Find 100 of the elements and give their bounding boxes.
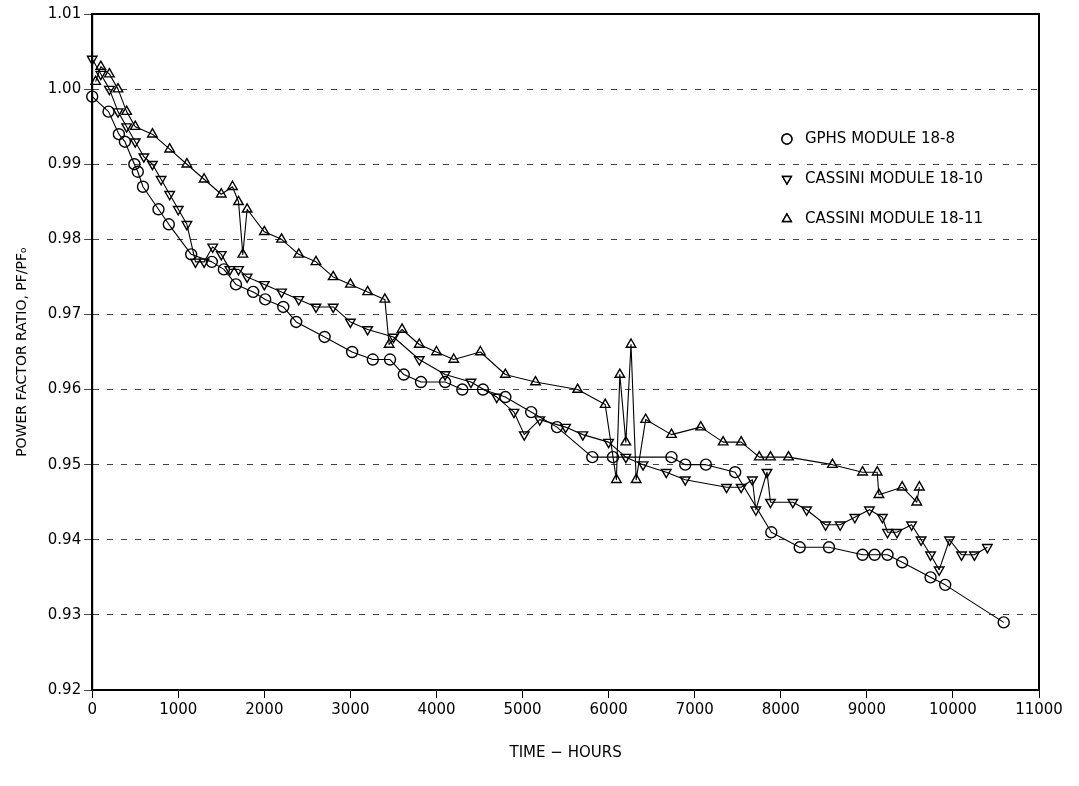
point bbox=[630, 473, 642, 484]
x-tick-label: 5000 bbox=[503, 699, 542, 718]
point bbox=[379, 293, 391, 303]
point bbox=[783, 450, 794, 461]
x-tick-label: 1000 bbox=[159, 699, 198, 718]
point bbox=[728, 465, 742, 479]
point bbox=[474, 345, 486, 356]
point bbox=[362, 285, 374, 296]
point bbox=[586, 450, 599, 464]
point bbox=[572, 383, 584, 394]
x-tick-label: 9000 bbox=[847, 699, 886, 718]
point bbox=[881, 548, 894, 561]
x-tick-label: 8000 bbox=[761, 699, 800, 718]
point bbox=[181, 158, 193, 168]
point bbox=[246, 285, 260, 299]
point bbox=[717, 435, 729, 446]
point bbox=[413, 338, 425, 348]
point bbox=[499, 390, 512, 404]
point bbox=[229, 278, 243, 291]
y-tick-label: 0.98 bbox=[47, 229, 82, 248]
point bbox=[277, 300, 290, 314]
point bbox=[241, 203, 253, 213]
point bbox=[456, 383, 469, 396]
point bbox=[146, 127, 158, 138]
point bbox=[524, 405, 538, 419]
point bbox=[620, 435, 632, 446]
point bbox=[448, 353, 460, 363]
point bbox=[233, 195, 244, 206]
point bbox=[793, 541, 806, 554]
point bbox=[310, 255, 322, 266]
point bbox=[198, 173, 210, 183]
point bbox=[665, 450, 678, 464]
point bbox=[614, 368, 626, 378]
point bbox=[383, 353, 397, 366]
x-tick-label: 0 bbox=[87, 699, 97, 718]
point bbox=[327, 270, 339, 281]
point bbox=[293, 248, 305, 258]
point bbox=[227, 180, 238, 191]
point bbox=[666, 428, 677, 439]
y-tick-label: 0.96 bbox=[47, 379, 82, 398]
legend-label: CASSINI MODULE 18-10 bbox=[804, 168, 984, 187]
point bbox=[826, 458, 838, 469]
x-tick-label: 7000 bbox=[675, 699, 714, 718]
point bbox=[118, 135, 132, 148]
point bbox=[599, 398, 611, 409]
point bbox=[699, 458, 713, 471]
point bbox=[318, 330, 331, 344]
point bbox=[162, 218, 175, 231]
y-tick-label: 0.94 bbox=[47, 529, 82, 548]
point bbox=[345, 345, 359, 359]
point bbox=[857, 465, 869, 476]
point bbox=[152, 203, 165, 216]
point bbox=[215, 188, 227, 198]
point bbox=[95, 60, 107, 71]
point bbox=[131, 165, 145, 178]
y-tick-label: 0.97 bbox=[47, 304, 82, 323]
x-tick-label: 6000 bbox=[589, 699, 628, 718]
y-tick-label: 1.00 bbox=[47, 79, 82, 97]
point bbox=[753, 450, 765, 461]
point bbox=[856, 548, 869, 561]
point bbox=[822, 541, 836, 554]
y-tick-label: 0.93 bbox=[47, 604, 82, 623]
point bbox=[695, 420, 707, 431]
point bbox=[873, 488, 885, 499]
point bbox=[997, 616, 1010, 629]
point bbox=[136, 180, 150, 193]
point bbox=[184, 248, 198, 261]
y-tick-label: 0.99 bbox=[47, 154, 82, 173]
point bbox=[276, 233, 288, 243]
point bbox=[735, 435, 747, 446]
x-tick-label: 11000 bbox=[1015, 699, 1063, 718]
point bbox=[640, 413, 652, 424]
point bbox=[499, 368, 511, 378]
point bbox=[164, 143, 176, 153]
point bbox=[550, 420, 564, 434]
y-axis-title: POWER FACTOR RATIO, PF/PFₒ bbox=[13, 247, 30, 457]
point bbox=[896, 481, 908, 491]
point bbox=[610, 473, 622, 484]
point bbox=[289, 315, 303, 329]
point bbox=[431, 345, 442, 356]
point bbox=[476, 383, 490, 396]
x-tick-label: 3000 bbox=[331, 699, 370, 718]
point bbox=[868, 548, 881, 561]
point bbox=[911, 496, 923, 506]
point bbox=[129, 120, 141, 131]
y-tick-label: 1.01 bbox=[47, 3, 82, 22]
point bbox=[871, 465, 883, 476]
point bbox=[103, 67, 115, 78]
point bbox=[112, 127, 126, 141]
point bbox=[530, 375, 541, 386]
legend-label: CASSINI MODULE 18-11 bbox=[804, 208, 984, 227]
point bbox=[112, 82, 124, 93]
point bbox=[102, 105, 115, 118]
point bbox=[258, 225, 270, 236]
point bbox=[128, 158, 141, 171]
point bbox=[366, 353, 379, 366]
point bbox=[895, 556, 909, 569]
x-axis-title: TIME − HOURS bbox=[508, 742, 622, 761]
y-tick-label: 0.92 bbox=[47, 679, 82, 698]
point bbox=[237, 248, 249, 258]
